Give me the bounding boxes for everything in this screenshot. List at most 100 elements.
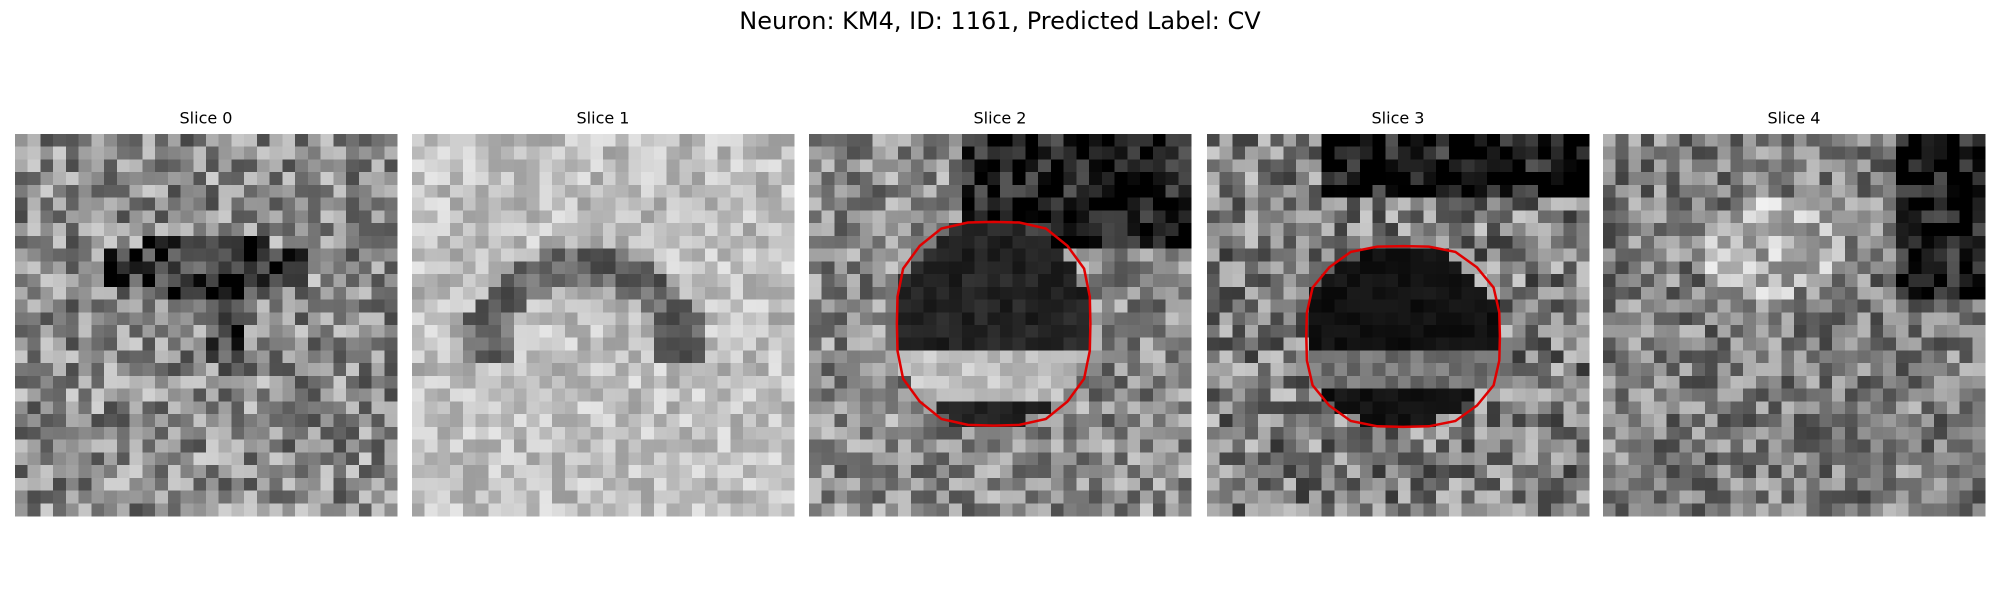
pixel xyxy=(961,210,976,224)
pixel xyxy=(1972,312,1986,326)
pixel xyxy=(1232,490,1246,504)
pixel xyxy=(1359,248,1374,262)
pixel xyxy=(167,388,182,402)
pixel xyxy=(730,210,744,224)
pixel xyxy=(1755,286,1770,301)
pixel xyxy=(859,363,874,377)
pixel xyxy=(412,223,426,237)
pixel xyxy=(898,286,912,301)
pixel xyxy=(1474,172,1488,186)
pixel xyxy=(1576,235,1590,250)
pixel xyxy=(692,363,706,377)
pixel xyxy=(949,503,963,517)
pixel xyxy=(1423,299,1437,313)
pixel xyxy=(53,172,67,186)
pixel xyxy=(859,477,874,492)
pixel xyxy=(936,299,950,313)
pixel xyxy=(834,503,848,517)
pixel xyxy=(282,452,296,466)
pixel xyxy=(936,490,950,504)
pixel xyxy=(1296,184,1310,199)
pixel xyxy=(1921,337,1935,351)
pixel xyxy=(450,134,464,148)
pixel xyxy=(936,388,950,402)
pixel xyxy=(885,274,899,288)
pixel xyxy=(1347,299,1361,313)
pixel xyxy=(142,388,156,402)
pixel xyxy=(1628,452,1642,466)
pixel xyxy=(371,184,385,199)
pixel xyxy=(885,325,899,339)
pixel xyxy=(1423,134,1437,148)
pixel xyxy=(1679,414,1693,428)
pixel xyxy=(1692,197,1706,211)
pixel xyxy=(1679,350,1693,364)
pixel xyxy=(1000,184,1014,199)
pixel xyxy=(1165,146,1179,160)
pixel xyxy=(450,477,464,492)
pixel xyxy=(743,350,757,364)
pixel xyxy=(755,426,770,441)
pixel xyxy=(1755,159,1770,173)
pixel xyxy=(244,184,258,199)
pixel xyxy=(1946,439,1961,453)
pixel xyxy=(1653,159,1668,173)
pixel xyxy=(628,159,642,173)
pixel xyxy=(155,312,169,326)
pixel xyxy=(27,159,41,173)
pixel xyxy=(847,248,861,262)
pixel xyxy=(974,477,988,492)
pixel xyxy=(1219,388,1233,402)
pixel xyxy=(1127,439,1141,453)
pixel xyxy=(961,274,976,288)
pixel xyxy=(412,388,426,402)
pixel xyxy=(1692,172,1706,186)
pixel xyxy=(1050,248,1065,262)
pixel xyxy=(256,172,271,186)
pixel xyxy=(1717,426,1731,441)
pixel xyxy=(1232,312,1246,326)
pixel xyxy=(475,197,489,211)
pixel xyxy=(269,197,283,211)
pixel xyxy=(1359,312,1374,326)
pixel xyxy=(244,274,258,288)
pixel xyxy=(1245,325,1259,339)
pixel xyxy=(1870,401,1884,415)
pixel xyxy=(180,261,194,275)
pixel xyxy=(1372,452,1386,466)
pixel xyxy=(1219,477,1233,492)
pixel xyxy=(717,388,731,402)
pixel xyxy=(987,388,1001,402)
pixel xyxy=(1423,197,1437,211)
pixel xyxy=(256,439,271,453)
pixel xyxy=(859,248,874,262)
pixel xyxy=(923,452,937,466)
pixel xyxy=(1692,388,1706,402)
pixel xyxy=(1653,388,1668,402)
pixel xyxy=(1219,363,1233,377)
pixel xyxy=(1743,235,1757,250)
pixel xyxy=(1165,134,1179,148)
pixel xyxy=(1063,261,1077,275)
pixel xyxy=(1717,172,1731,186)
pixel xyxy=(755,261,770,275)
pixel xyxy=(1114,134,1128,148)
pixel xyxy=(129,274,143,288)
pixel xyxy=(488,184,502,199)
pixel xyxy=(15,477,29,492)
pixel xyxy=(1398,350,1412,364)
pixel xyxy=(1959,146,1973,160)
pixel xyxy=(193,197,207,211)
pixel xyxy=(755,223,770,237)
pixel xyxy=(1615,235,1629,250)
pixel xyxy=(1743,388,1757,402)
pixel xyxy=(1140,477,1154,492)
pixel xyxy=(1372,312,1386,326)
pixel xyxy=(1576,172,1590,186)
pixel xyxy=(1385,414,1399,428)
pixel xyxy=(1692,426,1706,441)
pixel xyxy=(1550,388,1565,402)
pixel xyxy=(1245,172,1259,186)
pixel xyxy=(1114,299,1128,313)
pixel xyxy=(1972,172,1986,186)
